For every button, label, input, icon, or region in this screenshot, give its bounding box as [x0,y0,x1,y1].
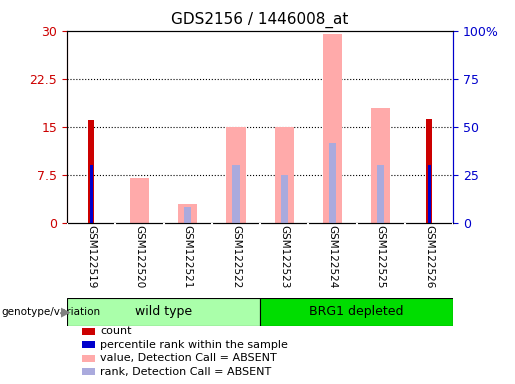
Bar [184,207,191,223]
Bar [377,165,384,223]
Bar [274,127,294,223]
Bar [226,127,246,223]
Bar [67,298,260,326]
Bar [371,108,390,223]
Text: GSM122520: GSM122520 [134,225,144,288]
Text: GSM122524: GSM122524 [328,225,337,288]
Bar [90,165,93,223]
Bar [178,204,197,223]
Text: GSM122523: GSM122523 [279,225,289,288]
Text: count: count [100,326,132,336]
Text: wild type: wild type [135,306,192,318]
Text: BRG1 depleted: BRG1 depleted [310,306,404,318]
Text: GSM122526: GSM122526 [424,225,434,288]
Bar [130,178,149,223]
Bar [232,165,239,223]
Text: percentile rank within the sample: percentile rank within the sample [100,340,288,350]
Text: GSM122525: GSM122525 [376,225,386,288]
Bar [427,165,431,223]
Bar [323,34,342,223]
Bar [426,119,432,223]
Text: rank, Detection Call = ABSENT: rank, Detection Call = ABSENT [100,367,272,377]
Bar [281,175,288,223]
Text: genotype/variation: genotype/variation [1,307,100,317]
Bar [329,143,336,223]
Text: GSM122522: GSM122522 [231,225,241,288]
Text: GSM122521: GSM122521 [183,225,193,288]
Bar [88,120,94,223]
Text: ▶: ▶ [61,306,71,318]
Title: GDS2156 / 1446008_at: GDS2156 / 1446008_at [171,12,349,28]
Text: GSM122519: GSM122519 [86,225,96,288]
Bar [260,298,453,326]
Text: value, Detection Call = ABSENT: value, Detection Call = ABSENT [100,353,277,363]
